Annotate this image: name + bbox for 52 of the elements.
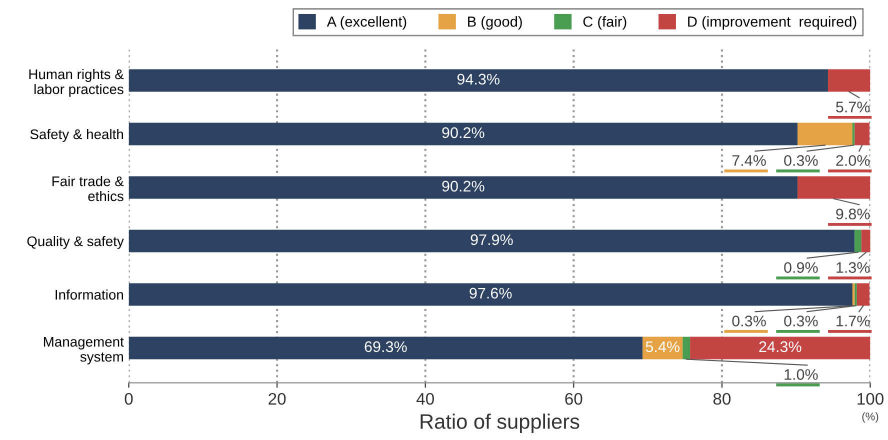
x-tick-label: 80	[713, 392, 731, 405]
data-label: 7.4%	[732, 155, 766, 166]
x-tick-label: 0	[124, 392, 133, 405]
bar	[128, 176, 798, 199]
bar	[854, 230, 862, 252]
data-label: 9.8%	[836, 208, 870, 220]
y-tick-label: Safety & health	[30, 128, 123, 142]
bar	[690, 336, 870, 360]
data-label: 97.6%	[470, 288, 512, 299]
data-label: 0.3%	[784, 155, 818, 166]
bar	[798, 176, 870, 199]
data-label: 94.3%	[457, 74, 500, 85]
bar	[798, 122, 852, 146]
bar	[856, 283, 870, 306]
data-label: 0.3%	[784, 316, 818, 326]
y-tick-label: Human rights & labor practices	[29, 68, 124, 97]
data-label: 24.3%	[759, 341, 802, 352]
x-tick-label: 40	[416, 392, 434, 405]
x-tick-label: 100	[858, 392, 884, 405]
legend-label: B (good)	[468, 16, 522, 30]
bar	[128, 230, 855, 252]
data-label: 90.2%	[442, 127, 484, 138]
bar	[861, 230, 870, 252]
data-label: 0.9%	[784, 262, 818, 273]
bar	[682, 336, 690, 360]
data-label: 97.9%	[470, 234, 513, 246]
bar	[828, 69, 870, 92]
y-tick-label: Management system	[44, 337, 124, 364]
legend-label: C (fair)	[583, 16, 626, 30]
y-tick-label: Fair trade & ethics	[52, 176, 124, 202]
x-axis-title: Ratio of suppliers	[420, 414, 580, 434]
x-tick-label: 20	[268, 392, 286, 405]
data-label: 2.0%	[836, 155, 870, 166]
data-label: 5.7%	[836, 102, 870, 112]
bar	[128, 283, 852, 306]
data-label: 69.3%	[364, 341, 407, 352]
legend-label: D (improvement required)	[688, 16, 856, 30]
data-label: 1.3%	[836, 262, 870, 273]
y-tick-label: Information	[56, 289, 124, 300]
legend-label: A (excellent)	[326, 16, 406, 30]
data-label: 90.2%	[442, 180, 484, 192]
bar	[128, 69, 828, 92]
data-label: 5.4%	[646, 341, 680, 352]
bar	[128, 122, 798, 146]
data-label: 0.3%	[732, 316, 766, 326]
bar	[128, 336, 643, 360]
data-label: 1.7%	[836, 316, 870, 326]
bar	[854, 122, 870, 146]
y-tick-label: Quality & safety	[27, 236, 124, 249]
x-tick-label: 60	[565, 392, 582, 405]
data-label: 1.0%	[784, 369, 818, 380]
text: (%)	[862, 412, 878, 423]
